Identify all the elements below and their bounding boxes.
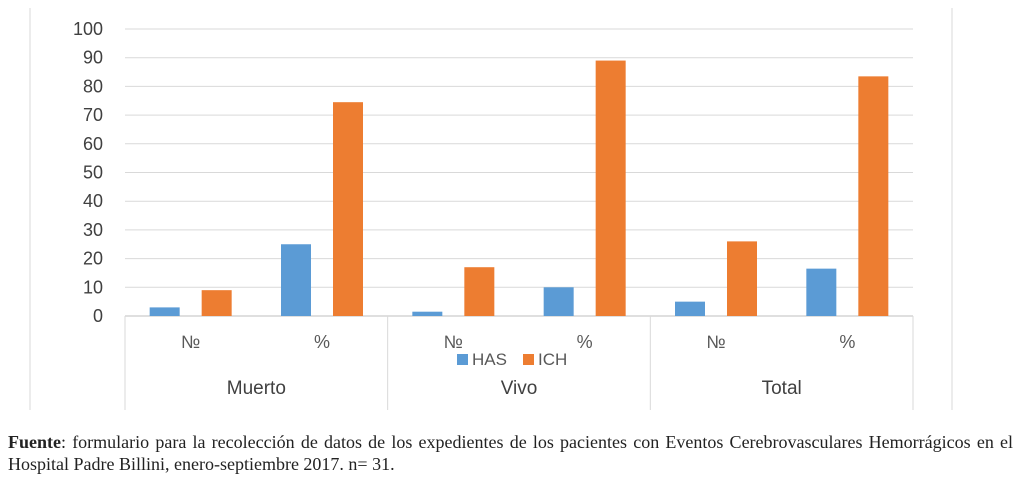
bar-has-muerto-percent bbox=[281, 244, 311, 316]
legend-swatch-ich bbox=[523, 354, 534, 365]
legend-swatch-has bbox=[457, 354, 468, 365]
x-category-label: № bbox=[444, 332, 463, 352]
y-tick-label: 0 bbox=[93, 306, 103, 326]
chart-container: 0 10 20 30 40 50 60 70 80 90 100 №% Muerto №% Vivo №% To… bbox=[29, 8, 953, 410]
bar-has-vivo-percent bbox=[543, 287, 574, 316]
bar-has-muerto-count bbox=[149, 307, 180, 316]
bar-ich-vivo-percent bbox=[595, 60, 626, 316]
y-tick-label: 50 bbox=[83, 163, 103, 183]
x-category-label: % bbox=[314, 332, 330, 352]
caption-label: Fuente bbox=[8, 432, 61, 452]
bar-ich-vivo-count bbox=[464, 267, 495, 316]
y-tick-label: 30 bbox=[83, 220, 103, 240]
legend-label-ich: ICH bbox=[538, 350, 567, 369]
caption-text: : formulario para la recolección de dato… bbox=[8, 432, 1013, 474]
y-tick-label: 80 bbox=[83, 76, 103, 96]
y-tick-label: 60 bbox=[83, 134, 103, 154]
bar-ich-total-count bbox=[727, 241, 757, 316]
x-group-label: Total bbox=[762, 378, 802, 399]
bar-ich-total-percent bbox=[858, 76, 889, 316]
x-category-label: % bbox=[839, 332, 855, 352]
bar-chart: 0 10 20 30 40 50 60 70 80 90 100 № % Muerto № % Vivo № % To… bbox=[29, 8, 953, 410]
bar-has-total-count bbox=[675, 301, 705, 316]
y-tick-label: 40 bbox=[83, 191, 103, 211]
bar-ich-muerto-count bbox=[201, 290, 232, 316]
x-category-label: % bbox=[577, 332, 593, 352]
bar-has-total-percent bbox=[806, 268, 837, 316]
legend-label-has: HAS bbox=[472, 350, 507, 369]
bar-has-vivo-count bbox=[412, 311, 443, 316]
y-tick-label: 70 bbox=[83, 105, 103, 125]
y-tick-label: 90 bbox=[83, 48, 103, 68]
x-category-label: № bbox=[181, 332, 200, 352]
y-tick-label: 10 bbox=[83, 277, 103, 297]
x-group-label: Vivo bbox=[501, 378, 538, 399]
bar-ich-muerto-percent bbox=[333, 102, 363, 316]
x-category-label: № bbox=[706, 332, 725, 352]
x-group-label: Muerto bbox=[227, 378, 286, 399]
y-tick-label: 100 bbox=[73, 19, 103, 39]
figure-caption: Fuente: formulario para la recolección d… bbox=[8, 431, 1013, 475]
y-tick-label: 20 bbox=[83, 249, 103, 269]
